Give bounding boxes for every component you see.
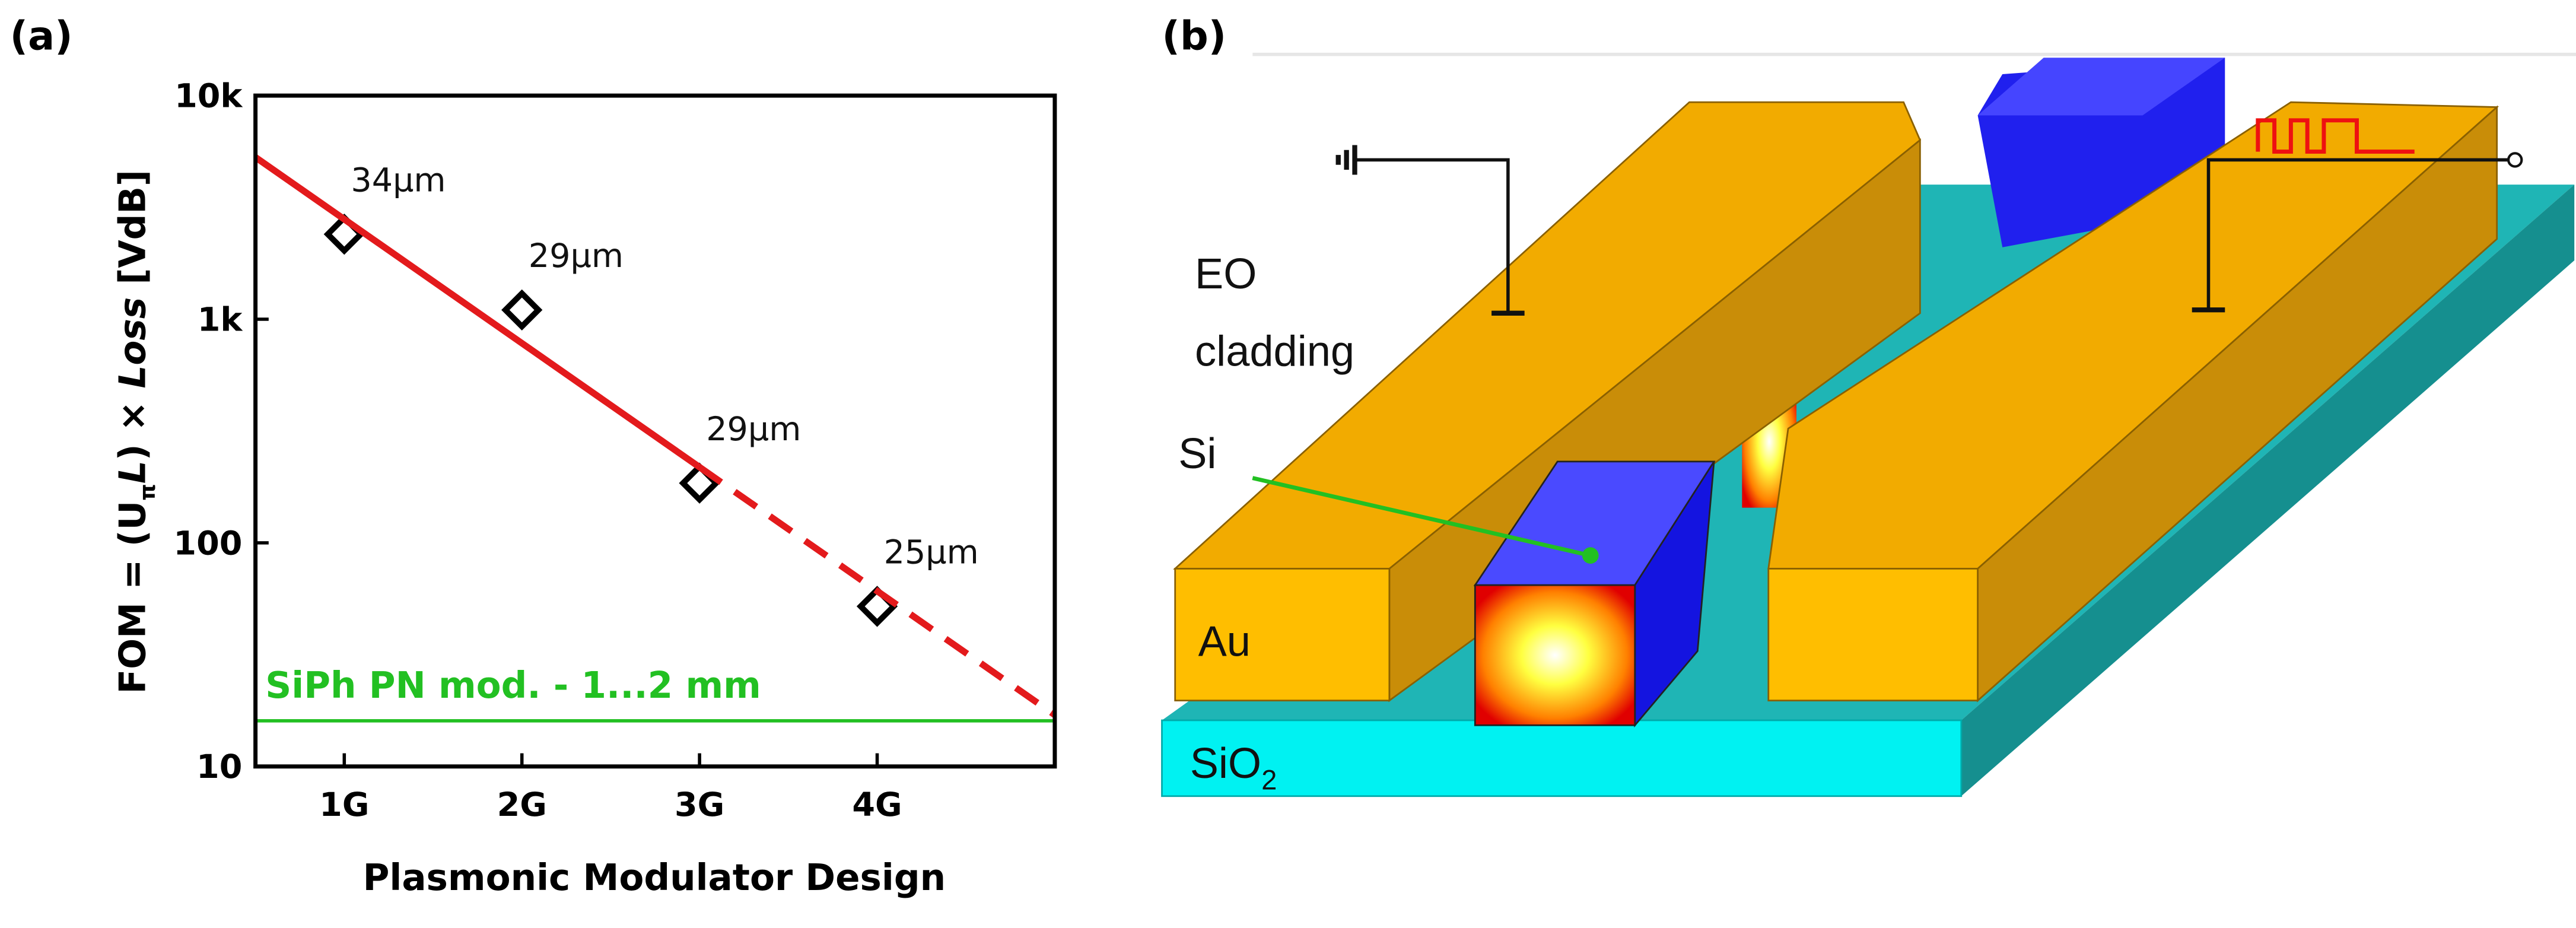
y-tick-label: 10 [196, 748, 242, 786]
panel-label: (a) [10, 12, 73, 59]
signal-terminal [2507, 152, 2523, 168]
ground-wire [1354, 158, 1510, 313]
rf-signal [2256, 118, 2415, 154]
x-tick-label: 1G [319, 786, 369, 824]
fit-line [697, 464, 1057, 718]
y-tick-label: 1k [198, 300, 243, 339]
y-tick-label: 100 [173, 524, 242, 562]
label-au: Au [1198, 618, 1251, 666]
point-label: 34µm [351, 161, 446, 199]
x-axis-title: Plasmonic Modulator Design [363, 857, 946, 899]
si-front [1474, 584, 1636, 726]
y-tick-label: 10k [174, 77, 243, 116]
si-back-top [1977, 58, 2225, 116]
point-label: 29µm [529, 237, 624, 275]
au-right-front [1767, 568, 1979, 702]
x-tick-label: 2G [497, 786, 547, 824]
ground-symbol [1335, 145, 1525, 316]
substrate-side [1961, 185, 2575, 796]
reference-label: SiPh PN mod. - 1...2 mm [265, 665, 761, 707]
y-title-part: Loss [112, 297, 154, 389]
y-title-part: FOM = (U [112, 501, 154, 694]
plot-frame [253, 93, 1057, 769]
point-label: 25µm [884, 533, 979, 572]
fit-line [253, 154, 702, 470]
label-cladding: cladding [1195, 328, 1354, 376]
y-title-part: [VdB] [112, 170, 154, 297]
y-title-sub: π [135, 484, 160, 501]
label-sio2-sub: 2 [1261, 765, 1277, 796]
substrate-front [1161, 719, 1963, 797]
si-pointer-dot [1582, 547, 1599, 564]
label-si: Si [1178, 430, 1216, 478]
au-left-front [1174, 568, 1391, 702]
label-eo: EO [1195, 250, 1257, 298]
si-pointer [1252, 476, 1591, 558]
signal-wire [2206, 158, 2509, 310]
y-title-part: L [112, 460, 154, 484]
x-tick-label: 3G [675, 786, 724, 824]
y-axis-title: FOM = (UπL) × Loss [VdB] [112, 170, 160, 694]
x-tick-label: 4G [852, 786, 902, 824]
label-sio2-base: SiO [1190, 740, 1261, 787]
data-point [501, 289, 543, 331]
y-title-part: ) × [112, 389, 154, 461]
point-label: 29µm [706, 410, 801, 449]
label-sio2: SiO2 [1190, 740, 1277, 796]
device-diagram: (b) EO cladding Si Au SiO2 [1161, 12, 2576, 797]
panel-label: (b) [1162, 12, 1226, 59]
chart: 10 100 1k 10k 1G 2G 3G 4G SiPh PN mod. - 1...2 m… [173, 77, 1057, 824]
